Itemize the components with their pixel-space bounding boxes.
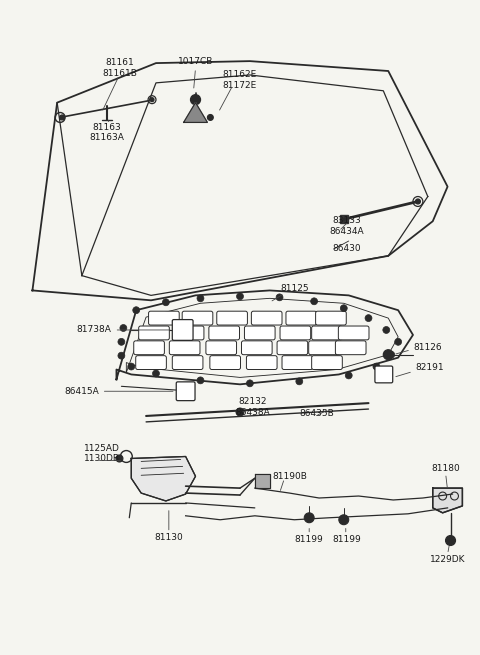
Text: 86415A: 86415A [64, 386, 99, 396]
Circle shape [162, 299, 169, 306]
FancyBboxPatch shape [172, 356, 203, 369]
Text: 81190B: 81190B [272, 472, 307, 481]
Text: 82132
86438A: 82132 86438A [236, 398, 270, 417]
FancyBboxPatch shape [217, 311, 247, 325]
Circle shape [296, 378, 303, 385]
Circle shape [207, 115, 213, 121]
Text: 81130: 81130 [155, 533, 183, 542]
FancyBboxPatch shape [139, 326, 169, 340]
Circle shape [246, 380, 253, 387]
FancyBboxPatch shape [210, 356, 240, 369]
Circle shape [276, 294, 283, 301]
Text: 83133
86434A: 83133 86434A [329, 217, 364, 236]
Circle shape [340, 305, 347, 312]
FancyBboxPatch shape [312, 326, 342, 340]
Circle shape [197, 295, 204, 302]
Circle shape [339, 515, 349, 525]
FancyBboxPatch shape [172, 320, 193, 341]
FancyBboxPatch shape [309, 341, 339, 354]
Polygon shape [255, 474, 270, 488]
FancyBboxPatch shape [209, 326, 240, 340]
Circle shape [116, 455, 123, 462]
Circle shape [118, 352, 125, 359]
Circle shape [120, 324, 127, 331]
Text: 1125AD
1130DB: 1125AD 1130DB [84, 444, 120, 463]
FancyBboxPatch shape [176, 382, 195, 401]
Text: 1229DK: 1229DK [430, 555, 465, 564]
FancyBboxPatch shape [134, 341, 164, 354]
Text: 81199: 81199 [332, 535, 361, 544]
Circle shape [191, 95, 201, 105]
Circle shape [237, 293, 243, 300]
FancyBboxPatch shape [282, 356, 312, 369]
FancyBboxPatch shape [182, 311, 213, 325]
Text: 81738A: 81738A [77, 326, 111, 335]
Polygon shape [433, 488, 462, 513]
FancyBboxPatch shape [136, 356, 167, 369]
Circle shape [416, 199, 420, 204]
Circle shape [384, 350, 393, 360]
Polygon shape [184, 103, 207, 122]
Circle shape [304, 513, 314, 523]
Circle shape [395, 339, 402, 345]
Text: 1017CB: 1017CB [178, 56, 213, 66]
FancyBboxPatch shape [244, 326, 275, 340]
Circle shape [373, 363, 380, 370]
Text: 86435B: 86435B [300, 409, 335, 419]
Circle shape [150, 98, 154, 102]
Circle shape [345, 372, 352, 379]
Circle shape [236, 408, 244, 416]
Circle shape [118, 339, 125, 345]
FancyBboxPatch shape [280, 326, 311, 340]
Text: 81199: 81199 [295, 535, 324, 544]
FancyBboxPatch shape [336, 341, 366, 354]
Polygon shape [340, 215, 348, 223]
Circle shape [365, 314, 372, 322]
Polygon shape [131, 457, 195, 501]
Text: 81125: 81125 [280, 284, 309, 293]
Circle shape [128, 363, 135, 370]
FancyBboxPatch shape [252, 311, 282, 325]
FancyBboxPatch shape [375, 366, 393, 383]
FancyBboxPatch shape [246, 356, 277, 369]
Circle shape [311, 298, 318, 305]
Circle shape [388, 351, 395, 358]
Text: 81162E
81172E: 81162E 81172E [223, 70, 257, 90]
FancyBboxPatch shape [286, 311, 317, 325]
Text: 86430: 86430 [333, 244, 361, 253]
FancyBboxPatch shape [338, 326, 369, 340]
Text: 81126: 81126 [413, 343, 442, 352]
FancyBboxPatch shape [173, 326, 204, 340]
Circle shape [153, 370, 159, 377]
Circle shape [383, 326, 390, 333]
Text: 81163
81163A: 81163 81163A [89, 122, 124, 142]
FancyBboxPatch shape [312, 356, 342, 369]
FancyBboxPatch shape [277, 341, 308, 354]
Circle shape [133, 307, 140, 314]
Text: 82191: 82191 [415, 363, 444, 372]
Circle shape [60, 115, 64, 120]
Circle shape [197, 377, 204, 384]
FancyBboxPatch shape [169, 341, 200, 354]
FancyBboxPatch shape [206, 341, 237, 354]
Text: 81161
81161B: 81161 81161B [102, 58, 137, 78]
FancyBboxPatch shape [149, 311, 179, 325]
FancyBboxPatch shape [316, 311, 346, 325]
FancyBboxPatch shape [241, 341, 272, 354]
Circle shape [445, 536, 456, 546]
Text: 81180: 81180 [431, 464, 460, 473]
